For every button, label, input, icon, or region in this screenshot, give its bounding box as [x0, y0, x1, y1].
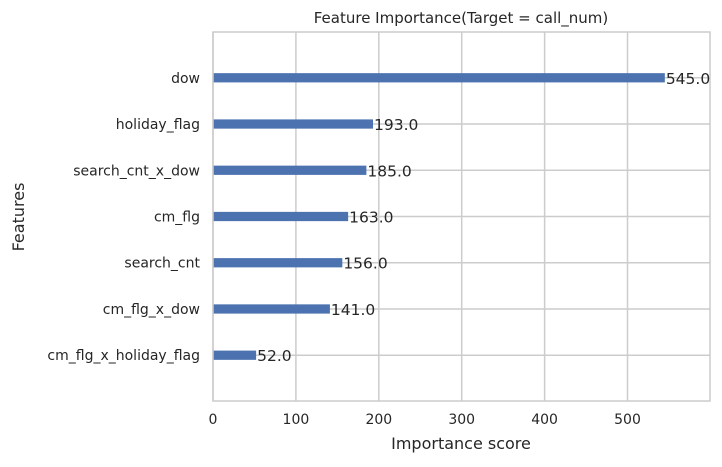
bar: [213, 165, 367, 175]
bar-value-label: 156.0: [343, 255, 387, 273]
x-tick-label: 500: [614, 412, 641, 428]
y-tick-label: cm_flg_x_holiday_flag: [47, 348, 200, 364]
y-axis-label: Features: [9, 183, 28, 252]
x-tick-label: 300: [448, 412, 475, 428]
x-tick-label: 400: [531, 412, 558, 428]
y-tick-label: search_cnt_x_dow: [73, 163, 200, 179]
x-axis-label: Importance score: [391, 434, 531, 453]
y-tick-label: holiday_flag: [116, 117, 200, 133]
bar: [213, 73, 665, 83]
chart-title: Feature Importance(Target = call_num): [314, 9, 609, 28]
bar-value-label: 185.0: [367, 162, 411, 180]
bars: [213, 73, 665, 360]
bar-value-label: 52.0: [257, 347, 292, 365]
bar: [213, 304, 330, 314]
plot-frame: [212, 31, 711, 402]
bar-value-label: 141.0: [331, 301, 375, 319]
bar: [213, 119, 374, 129]
bar-value-label: 163.0: [349, 209, 393, 227]
data-labels: 52.0 141.0 156.0 163.0 185.0 193.0 545.0: [257, 70, 710, 365]
y-tick-label: cm_flg_x_dow: [103, 302, 200, 318]
bar: [213, 258, 343, 268]
y-tick-label: search_cnt: [124, 256, 200, 272]
y-tick-labels: cm_flg_x_holiday_flag cm_flg_x_dow search_…: [47, 71, 200, 364]
bar: [213, 350, 257, 360]
bar: [213, 211, 349, 222]
x-tick-labels: 0 100 200 300 400 500: [209, 412, 641, 428]
bar-value-label: 545.0: [666, 70, 710, 88]
y-tick-label: dow: [171, 71, 200, 87]
y-tick-label: cm_flg: [154, 210, 200, 226]
x-tick-label: 100: [283, 412, 310, 428]
bar-value-label: 193.0: [374, 116, 418, 134]
x-tick-label: 200: [365, 412, 392, 428]
x-tick-label: 0: [209, 412, 218, 428]
plot-border: [212, 31, 711, 402]
